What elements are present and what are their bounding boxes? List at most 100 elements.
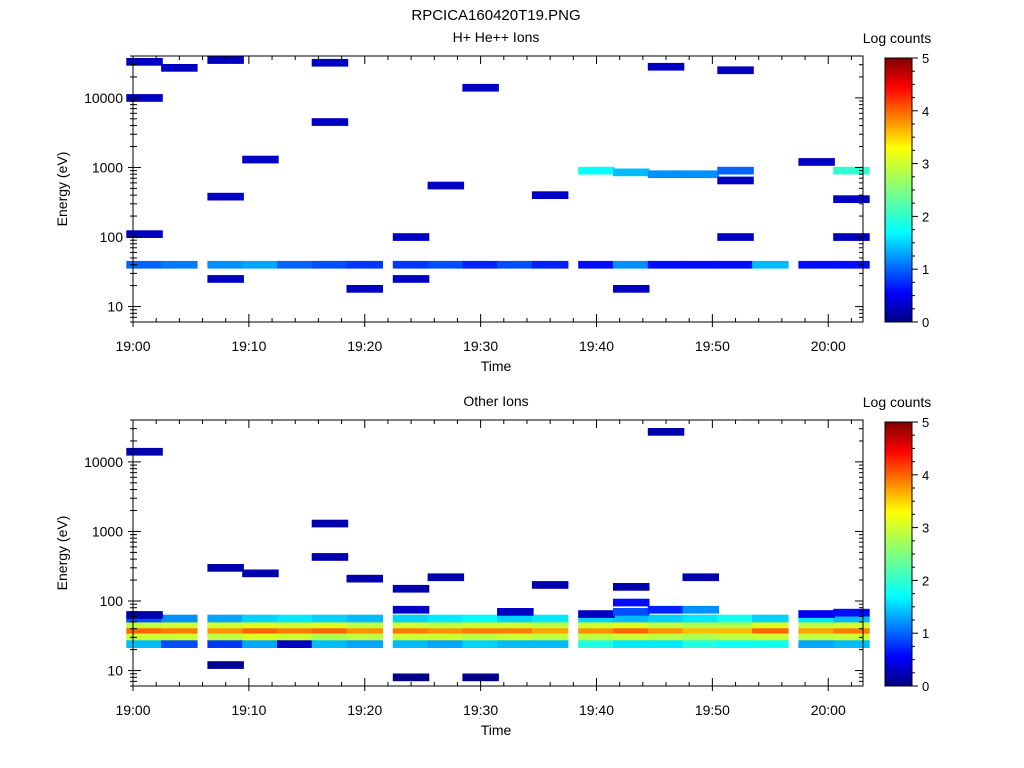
heatmap-cell (427, 640, 465, 648)
heatmap-cell (346, 620, 383, 629)
heatmap-cell (531, 581, 569, 589)
heatmap-cell (717, 614, 754, 623)
heatmap-cell (531, 626, 569, 635)
heatmap-cell (497, 633, 534, 642)
heatmap-cell (311, 260, 349, 269)
heatmap-cell (346, 626, 383, 635)
heatmap-cell (497, 614, 534, 623)
panel-2-colorbar-label: Log counts (863, 394, 932, 410)
heatmap-cell (578, 640, 615, 648)
panel-1-x-axis-label: Time (481, 358, 512, 374)
x-tick-label: 19:40 (579, 338, 614, 354)
heatmap-cell (427, 620, 465, 629)
y-tick-label: 1000 (92, 159, 123, 175)
heatmap-cell (531, 614, 569, 623)
colorbar-tick-label: 1 (922, 626, 929, 641)
heatmap-cell (126, 230, 163, 238)
heatmap-cell (392, 584, 430, 593)
heatmap-cell (752, 640, 789, 648)
heatmap-cell (682, 605, 719, 614)
panel-1-colorbar-ticks: 0 1 2 3 4 5 (912, 51, 929, 330)
heatmap-cell (798, 633, 835, 642)
heatmap-cell (161, 64, 198, 72)
heatmap-cell (161, 620, 198, 629)
heatmap-cell (833, 633, 870, 642)
y-tick-label: 100 (100, 229, 124, 245)
heatmap-cell (833, 626, 870, 635)
x-tick-label: 19:20 (347, 702, 382, 718)
heatmap-cell (242, 620, 279, 629)
panel-2-x-axis-label: Time (481, 722, 512, 738)
heatmap-cell (392, 275, 430, 283)
heatmap-cell (207, 661, 244, 669)
heatmap-cell (613, 260, 650, 269)
panel-1-plot-frame (132, 55, 864, 323)
colorbar-tick-label: 1 (922, 262, 929, 277)
heatmap-cell (752, 614, 789, 623)
heatmap-cell (531, 620, 569, 629)
heatmap-cell (647, 170, 685, 179)
heatmap-cell (462, 626, 499, 635)
heatmap-cell (346, 640, 383, 648)
heatmap-cell (717, 260, 754, 269)
heatmap-cell (462, 83, 499, 92)
heatmap-cell (613, 285, 650, 293)
x-tick-label: 19:10 (231, 702, 266, 718)
heatmap-cell (277, 620, 314, 629)
heatmap-cell (462, 633, 499, 642)
heatmap-cell (126, 620, 163, 629)
heatmap-cell (682, 640, 719, 648)
heatmap-cell (531, 260, 569, 269)
heatmap-cell (578, 633, 615, 642)
heatmap-cell (647, 605, 685, 614)
colorbar-tick-label: 0 (922, 315, 929, 330)
x-tick-label: 19:50 (695, 702, 730, 718)
x-tick-label: 19:30 (463, 702, 498, 718)
heatmap-cell (392, 673, 430, 682)
heatmap-cell (311, 626, 349, 635)
panel-1-axes: 19:00 19:10 19:20 19:30 19:40 19:50 20:00 10 100… (84, 55, 863, 354)
heatmap-cell (798, 614, 835, 623)
y-tick-label: 100 (100, 593, 124, 609)
heatmap-cell (207, 620, 244, 629)
heatmap-cell (207, 633, 244, 642)
heatmap-cell (392, 640, 430, 648)
heatmap-cell (717, 166, 754, 175)
heatmap-cell (682, 573, 719, 582)
colorbar-tick-label: 4 (922, 468, 929, 483)
x-tick-label: 20:00 (811, 702, 846, 718)
heatmap-cell (161, 640, 198, 648)
y-tick-label: 10000 (84, 90, 123, 106)
colorbar-tick-label: 3 (922, 521, 929, 536)
heatmap-cell (161, 260, 198, 269)
heatmap-cell (833, 195, 870, 203)
heatmap-cell (531, 633, 569, 642)
y-tick-label: 10 (107, 663, 123, 679)
heatmap-cell (311, 553, 349, 561)
heatmap-cell (647, 428, 685, 436)
heatmap-cell (647, 633, 685, 642)
heatmap-cell (647, 260, 685, 269)
heatmap-cell (277, 614, 314, 623)
heatmap-cell (717, 66, 754, 75)
heatmap-cell (392, 626, 430, 635)
heatmap-cell (126, 260, 163, 269)
heatmap-cell (497, 608, 534, 616)
heatmap-cell (752, 626, 789, 635)
heatmap-cell (242, 569, 279, 578)
heatmap-cell (311, 633, 349, 642)
heatmap-cell (311, 620, 349, 629)
heatmap-cell (207, 640, 244, 648)
heatmap-cell (346, 633, 383, 642)
heatmap-cell (578, 166, 615, 175)
heatmap-cell (798, 158, 835, 166)
panel-2-colorbar-ticks: 0 1 2 3 4 5 (912, 415, 929, 694)
heatmap-cell (613, 626, 650, 635)
heatmap-cell (161, 633, 198, 642)
heatmap-cell (462, 614, 499, 623)
heatmap-cell (346, 260, 383, 269)
heatmap-cell (277, 640, 314, 648)
heatmap-cell (647, 626, 685, 635)
heatmap-cell (833, 260, 870, 269)
